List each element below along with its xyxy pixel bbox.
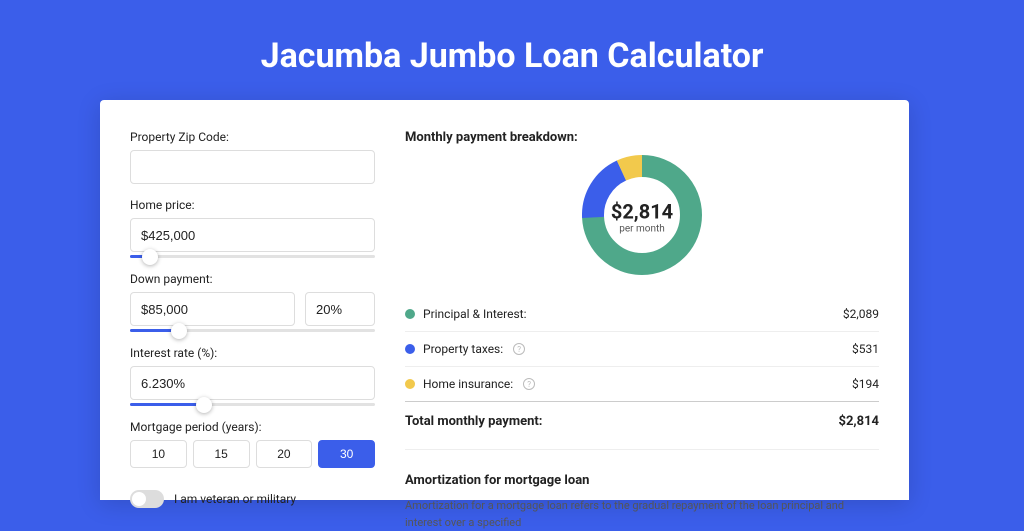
zip-field: Property Zip Code: xyxy=(130,130,375,184)
rate-field: Interest rate (%): xyxy=(130,346,375,406)
calculator-card: Property Zip Code: Home price: Down paym… xyxy=(100,100,909,500)
legend-value: $531 xyxy=(852,342,879,356)
zip-input[interactable] xyxy=(130,150,375,184)
period-button-20[interactable]: 20 xyxy=(256,440,313,468)
legend-dot xyxy=(405,309,415,319)
donut-amount: $2,814 xyxy=(611,200,673,224)
down-percent-input[interactable] xyxy=(305,292,375,326)
breakdown-column: Monthly payment breakdown: $2,814 per mo… xyxy=(405,130,879,500)
legend-value: $2,089 xyxy=(843,307,879,321)
breakdown-title: Monthly payment breakdown: xyxy=(405,130,879,145)
down-slider-thumb[interactable] xyxy=(171,323,187,339)
legend-row: Principal & Interest: $2,089 xyxy=(405,297,879,332)
rate-slider-thumb[interactable] xyxy=(196,397,212,413)
price-field: Home price: xyxy=(130,198,375,258)
legend: Principal & Interest: $2,089 Property taxe… xyxy=(405,297,879,402)
legend-label: Principal & Interest: xyxy=(423,307,527,321)
total-row: Total monthly payment: $2,814 xyxy=(405,402,879,445)
period-button-30[interactable]: 30 xyxy=(318,440,375,468)
total-value: $2,814 xyxy=(839,414,880,429)
down-slider[interactable] xyxy=(130,329,375,332)
price-slider-thumb[interactable] xyxy=(142,249,158,265)
rate-input[interactable] xyxy=(130,366,375,400)
period-button-15[interactable]: 15 xyxy=(193,440,250,468)
toggle-knob xyxy=(132,492,146,506)
down-amount-input[interactable] xyxy=(130,292,295,326)
info-icon[interactable]: ? xyxy=(513,343,525,355)
zip-label: Property Zip Code: xyxy=(130,130,375,144)
total-label: Total monthly payment: xyxy=(405,414,542,429)
veteran-toggle[interactable] xyxy=(130,490,164,508)
price-slider[interactable] xyxy=(130,255,375,258)
legend-value: $194 xyxy=(852,377,879,391)
rate-slider[interactable] xyxy=(130,403,375,406)
inputs-column: Property Zip Code: Home price: Down paym… xyxy=(130,130,375,500)
rate-label: Interest rate (%): xyxy=(130,346,375,360)
divider xyxy=(405,449,879,450)
amortization-text: Amortization for a mortgage loan refers … xyxy=(405,498,879,531)
amortization-title: Amortization for mortgage loan xyxy=(405,462,879,488)
price-label: Home price: xyxy=(130,198,375,212)
legend-dot xyxy=(405,379,415,389)
period-label: Mortgage period (years): xyxy=(130,420,375,434)
down-field: Down payment: xyxy=(130,272,375,332)
legend-dot xyxy=(405,344,415,354)
legend-label: Home insurance: xyxy=(423,377,513,391)
veteran-label: I am veteran or military xyxy=(174,492,296,506)
veteran-row: I am veteran or military xyxy=(130,490,375,508)
down-label: Down payment: xyxy=(130,272,375,286)
legend-row: Property taxes:? $531 xyxy=(405,332,879,367)
donut-sub: per month xyxy=(611,224,673,235)
donut-chart: $2,814 per month xyxy=(405,155,879,279)
page-title: Jacumba Jumbo Loan Calculator xyxy=(0,0,1024,100)
info-icon[interactable]: ? xyxy=(523,378,535,390)
period-field: Mortgage period (years): 10152030 xyxy=(130,420,375,468)
legend-row: Home insurance:? $194 xyxy=(405,367,879,402)
price-input[interactable] xyxy=(130,218,375,252)
period-button-10[interactable]: 10 xyxy=(130,440,187,468)
donut-center: $2,814 per month xyxy=(611,200,673,235)
legend-label: Property taxes: xyxy=(423,342,503,356)
